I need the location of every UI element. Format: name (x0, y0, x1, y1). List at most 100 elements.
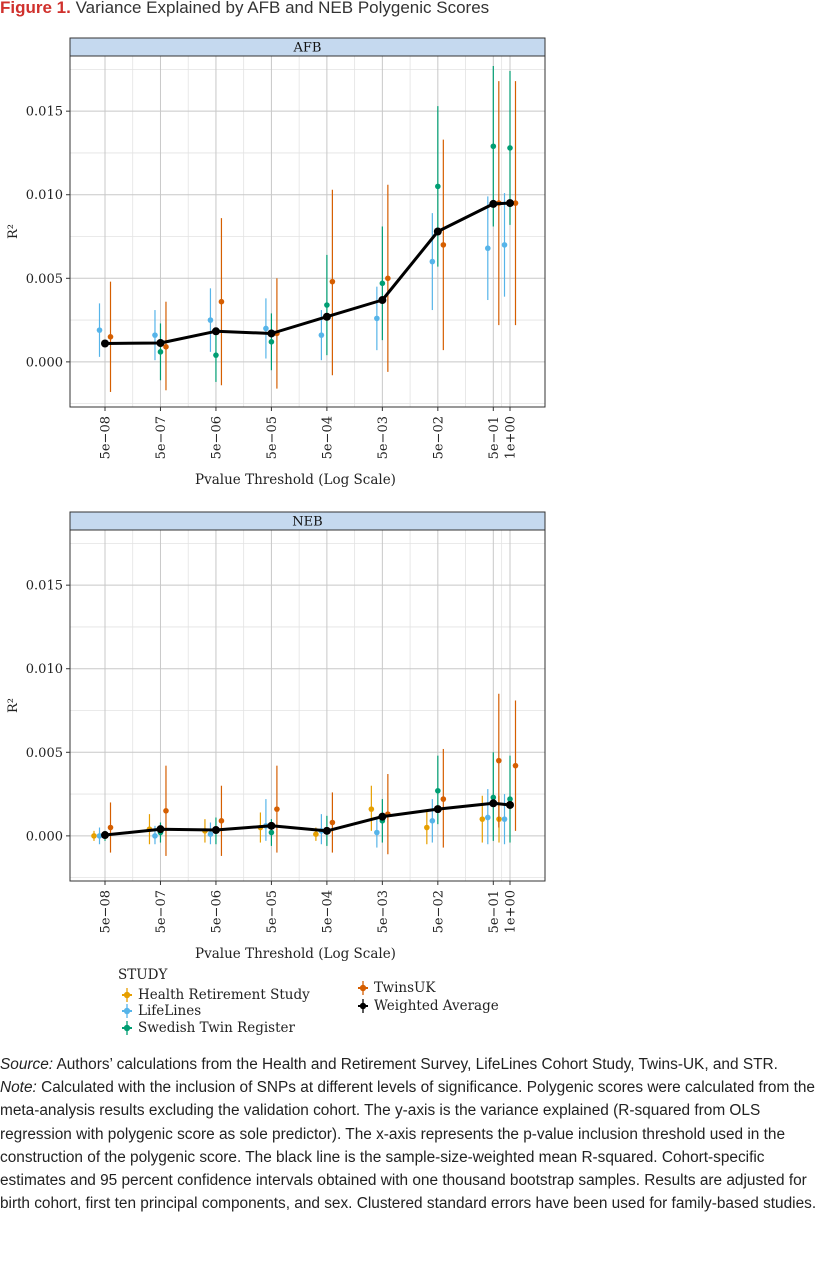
figure-title: Figure 1. Variance Explained by AFB and … (0, 0, 489, 18)
plot-area (70, 56, 545, 407)
facet-strip-label: AFB (293, 41, 322, 56)
data-point (107, 334, 114, 340)
y-tick-label: 0.005 (26, 272, 63, 287)
legend-label: LifeLines (138, 1003, 202, 1019)
data-point (163, 344, 169, 350)
data-point (152, 332, 158, 338)
legend-key-dot (123, 1007, 131, 1015)
y-axis-title: R² (6, 224, 21, 239)
weighted-average-point (322, 826, 331, 835)
x-tick-label: 5e−02 (431, 890, 446, 933)
data-point (374, 315, 380, 322)
y-tick-label: 0.015 (26, 579, 63, 594)
legend-label: TwinsUK (374, 980, 436, 996)
x-tick-label: 5e−06 (209, 890, 224, 933)
weighted-average-point (506, 800, 514, 809)
chart-figure: 0.000 0.005 0.010 0.015 5e−08 5e−07 5e−06 5e−05… (6, 37, 546, 962)
data-point (485, 814, 491, 821)
x-tick-label: 5e−03 (376, 416, 391, 459)
legend-key-dot (359, 1002, 367, 1010)
data-point (368, 806, 375, 812)
x-tick-label: 1e+00 (504, 416, 519, 459)
figure-title-text: Variance Explained by AFB and NEB Polyge… (75, 0, 490, 17)
facet-strip-label: NEB (292, 515, 322, 530)
x-tick-label: 1e+00 (504, 890, 519, 933)
data-point (152, 833, 158, 839)
data-point (324, 302, 330, 308)
weighted-average-point (489, 199, 498, 208)
data-point (318, 332, 325, 338)
facet-strip (69, 511, 546, 531)
y-tick-label: 0.015 (26, 105, 63, 120)
data-point (218, 298, 225, 305)
weighted-average-point (267, 329, 276, 338)
x-tick-label: 5e−03 (376, 890, 391, 933)
data-point (329, 819, 336, 826)
weighted-average-point (378, 812, 387, 821)
data-point (329, 278, 336, 285)
facet-strip (69, 37, 546, 57)
x-tick-label: 5e−08 (99, 416, 114, 459)
weighted-average-point (156, 825, 165, 834)
data-point (501, 242, 508, 248)
data-point (485, 245, 491, 252)
data-point (268, 339, 275, 345)
x-tick-label: 5e−08 (99, 890, 114, 933)
legend-key-icon (122, 1021, 132, 1035)
x-tick-label: 5e−04 (320, 416, 335, 459)
weighted-average-point (211, 826, 220, 835)
note-paragraph: Note: Calculated with the inclusion of S… (0, 1076, 819, 1215)
series-swedish-twin-register (157, 66, 513, 382)
data-point (512, 762, 519, 769)
legend-label: Health Retirement Study (138, 987, 310, 1003)
data-point (429, 818, 436, 824)
data-point (435, 183, 441, 190)
weighted-average-point (267, 821, 276, 830)
x-tick-label: 5e−01 (487, 890, 502, 933)
x-tick-label: 5e−07 (154, 890, 169, 933)
x-tick-label: 5e−05 (265, 416, 280, 459)
data-point (268, 829, 275, 836)
legend-label: Swedish Twin Register (138, 1020, 295, 1036)
source-text: Authors’ calculations from the Health an… (53, 1056, 778, 1073)
data-point (207, 317, 214, 323)
data-point (385, 275, 391, 282)
series-lifelines (96, 193, 508, 361)
data-point (207, 831, 214, 837)
data-point (263, 325, 269, 332)
data-point (157, 349, 164, 355)
weighted-average-point (433, 227, 442, 236)
weighted-average-point (433, 805, 442, 814)
x-axis-title: Pvalue Threshold (Log Scale) (195, 946, 396, 962)
data-point (96, 327, 103, 333)
y-tick-label: 0.000 (26, 829, 63, 844)
weighted-average-point (322, 312, 331, 321)
series-twinsuk (107, 81, 519, 392)
chart-panel-neb: 0.000 0.005 0.010 0.015 5e−08 5e−07 5e−06 5e−05… (6, 511, 546, 962)
weighted-average-point (101, 831, 109, 840)
y-tick-label: 0.005 (26, 746, 63, 761)
chart-panel-afb: 0.000 0.005 0.010 0.015 5e−08 5e−07 5e−06 5e−05… (6, 37, 546, 488)
y-tick-label: 0.000 (26, 355, 63, 370)
data-point (490, 143, 497, 150)
source-label: Source: (0, 1056, 54, 1073)
source-note: Source: Authors’ calculations from the H… (0, 1053, 819, 1076)
note-label: Note: (0, 1079, 37, 1097)
legend-key-dot (359, 984, 367, 992)
x-tick-label: 5e−04 (320, 890, 335, 933)
data-point (435, 787, 441, 794)
data-point (218, 818, 225, 824)
data-point (379, 280, 386, 287)
data-point (440, 796, 447, 802)
data-point (313, 831, 319, 837)
series-weighted-average (101, 199, 514, 348)
weighted-average-point (156, 338, 165, 347)
data-point (429, 258, 436, 265)
data-point (496, 757, 502, 764)
data-point (91, 833, 97, 839)
weighted-average-point (211, 327, 220, 336)
legend-key-dot (123, 991, 131, 999)
figure-notes: Source: Authors’ calculations from the H… (0, 1053, 819, 1215)
legend-label: Weighted Average (374, 998, 499, 1014)
weighted-average-point (101, 339, 109, 348)
